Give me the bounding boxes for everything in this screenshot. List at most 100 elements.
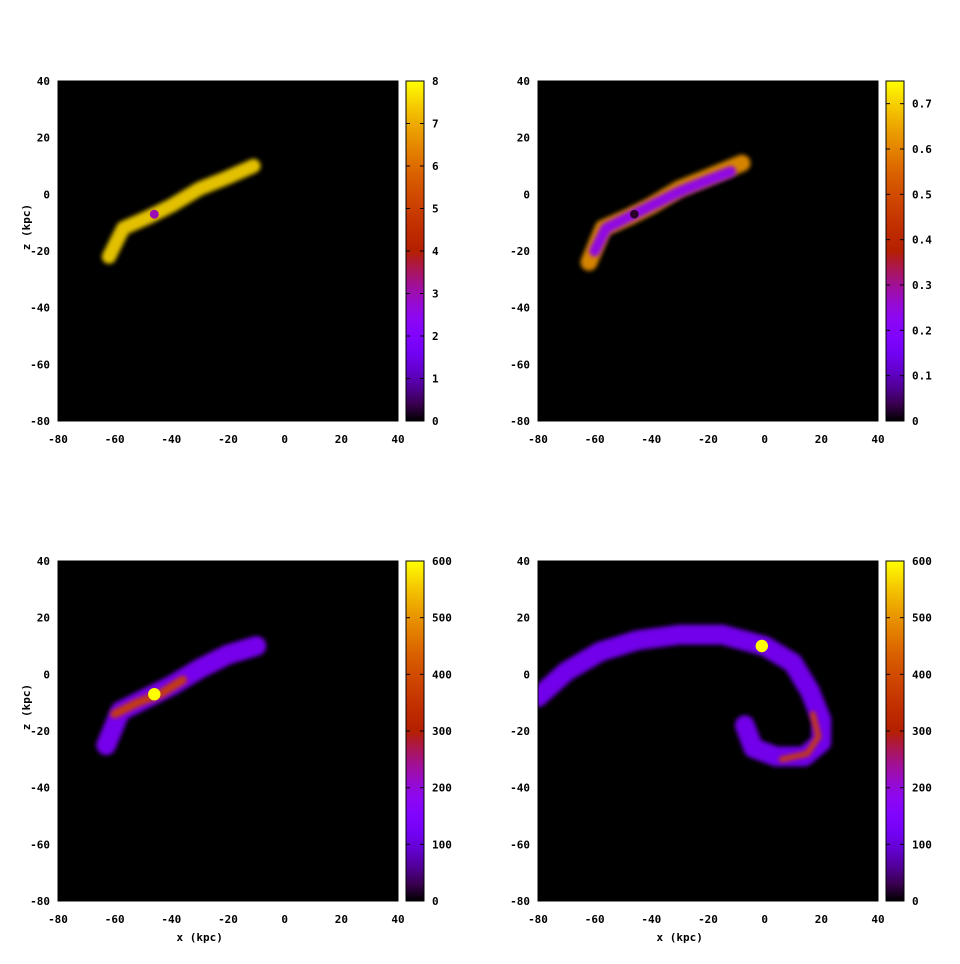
colorbar-tick-label: 7 — [432, 118, 439, 131]
colorbar-tick-label: 0.3 — [912, 279, 932, 292]
x-tick-label: -20 — [698, 433, 718, 446]
colorbar-tick-label: 400 — [912, 668, 932, 681]
y-axis-label: z (kpc) — [20, 204, 33, 250]
x-tick-label: 0 — [281, 913, 288, 926]
y-tick-label: 0 — [523, 188, 530, 201]
density-core — [630, 209, 639, 219]
density-core — [148, 688, 161, 701]
colorbar-tick-label: 5 — [432, 203, 439, 216]
y-tick-label: -40 — [510, 302, 530, 315]
density-stream — [778, 711, 822, 763]
y-tick-label: -80 — [30, 415, 50, 428]
colorbar-tick-label: 600 — [432, 555, 452, 568]
density-core — [755, 639, 768, 653]
x-tick-label: -40 — [641, 913, 661, 926]
colorbar-tick-label: 1 — [432, 373, 439, 386]
x-tick-label: 40 — [391, 913, 404, 926]
x-tick-label: -40 — [641, 433, 661, 446]
x-tick-label: -60 — [105, 913, 125, 926]
density-map — [538, 624, 832, 767]
y-tick-label: 20 — [517, 612, 530, 625]
y-tick-label: 40 — [517, 555, 530, 568]
colorbar-tick-label: 2 — [432, 330, 439, 343]
density-map — [580, 154, 751, 271]
colorbar-tick-label: 0.2 — [912, 324, 932, 337]
colorbar-tick-label: 0 — [912, 415, 919, 428]
x-tick-label: -20 — [218, 433, 238, 446]
colorbar-tick-label: 4 — [432, 245, 439, 258]
y-tick-label: 0 — [523, 668, 530, 681]
x-tick-label: -60 — [105, 433, 125, 446]
colorbar-tick-label: 8 — [432, 75, 439, 88]
colorbar-tick-label: 0.7 — [912, 98, 932, 111]
y-tick-label: 0 — [43, 668, 50, 681]
colorbar — [885, 80, 905, 422]
y-axis-label: z (kpc) — [20, 684, 33, 730]
colorbar-tick-label: 500 — [912, 612, 932, 625]
panel-top-right: -80 -60 -40 -20 0 20 40 -80 -60 -40 -20 0 20 40 0 0.1 0.… — [510, 75, 932, 446]
x-tick-label: -80 — [528, 913, 548, 926]
x-tick-label: 20 — [335, 913, 348, 926]
density-map — [96, 636, 267, 756]
y-tick-label: -60 — [30, 358, 50, 371]
colorbar-tick-label: 0.1 — [912, 370, 932, 383]
y-tick-label: 40 — [37, 75, 50, 88]
x-tick-label: -20 — [698, 913, 718, 926]
y-tick-label: -20 — [30, 245, 50, 258]
colorbar-tick-label: 0.4 — [912, 234, 932, 247]
y-tick-label: -60 — [510, 358, 530, 371]
x-tick-label: -60 — [585, 913, 605, 926]
x-tick-label: -40 — [161, 913, 181, 926]
y-tick-label: 20 — [37, 132, 50, 145]
y-tick-label: 0 — [43, 188, 50, 201]
panel-bottom-right: -80 -60 -40 -20 0 20 40 -80 -60 -40 -20 0 20 40 x (kpc… — [510, 555, 932, 944]
y-tick-label: -20 — [510, 245, 530, 258]
y-tick-label: -20 — [30, 725, 50, 738]
x-tick-label: 20 — [815, 913, 828, 926]
panel-bottom-left: -80 -60 -40 -20 0 20 40 -80 -60 -40 -20 0 20 40 x (kpc… — [20, 555, 452, 944]
y-tick-label: -20 — [510, 725, 530, 738]
x-tick-label: -80 — [48, 913, 68, 926]
colorbar-tick-label: 100 — [912, 838, 932, 851]
density-stream — [101, 158, 261, 264]
y-tick-label: 20 — [37, 612, 50, 625]
x-tick-label: -20 — [218, 913, 238, 926]
x-tick-label: 0 — [761, 433, 768, 446]
x-tick-label: 40 — [871, 433, 884, 446]
x-tick-label: 20 — [335, 433, 348, 446]
density-stream — [110, 675, 187, 719]
colorbar-tick-label: 500 — [432, 612, 452, 625]
density-map — [101, 158, 261, 264]
x-tick-label: 40 — [391, 433, 404, 446]
y-tick-label: 20 — [517, 132, 530, 145]
colorbar-tick-label: 0 — [432, 415, 439, 428]
y-tick-label: -60 — [30, 838, 50, 851]
colorbar-tick-label: 600 — [912, 555, 932, 568]
colorbar-tick-label: 400 — [432, 668, 452, 681]
x-tick-label: -40 — [161, 433, 181, 446]
x-tick-label: 0 — [761, 913, 768, 926]
colorbar-tick-label: 0 — [912, 895, 919, 908]
x-tick-label: -80 — [48, 433, 68, 446]
colorbar-tick-label: 300 — [432, 725, 452, 738]
x-tick-label: 0 — [281, 433, 288, 446]
y-tick-label: 40 — [37, 555, 50, 568]
colorbar-tick-label: 6 — [432, 160, 439, 173]
y-tick-label: -40 — [30, 302, 50, 315]
x-tick-label: 40 — [871, 913, 884, 926]
y-tick-label: -80 — [30, 895, 50, 908]
colorbar-tick-label: 200 — [432, 782, 452, 795]
x-axis-label: x (kpc) — [656, 931, 702, 944]
colorbar-tick-label: 3 — [432, 288, 439, 301]
y-tick-label: -40 — [30, 782, 50, 795]
x-tick-label: 20 — [815, 433, 828, 446]
x-tick-label: -80 — [528, 433, 548, 446]
colorbar-tick-label: 0 — [432, 895, 439, 908]
colorbar-tick-label: 300 — [912, 725, 932, 738]
y-tick-label: -80 — [510, 415, 530, 428]
density-stream — [589, 166, 737, 257]
x-tick-label: -60 — [585, 433, 605, 446]
